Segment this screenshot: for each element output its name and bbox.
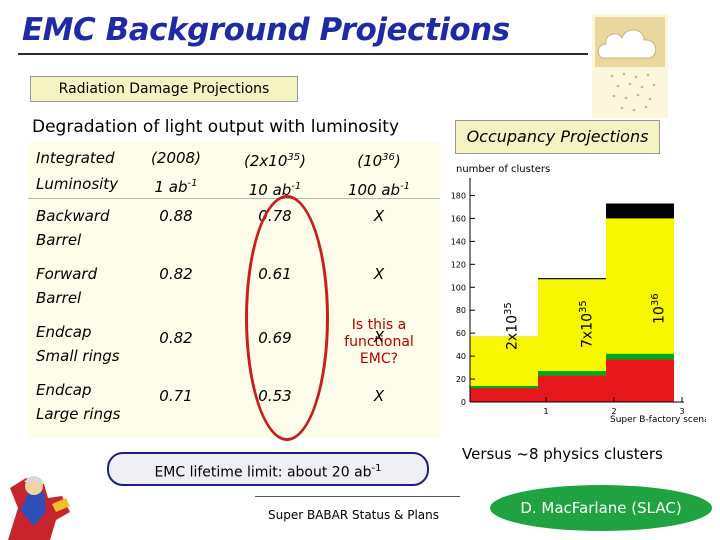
- radiation-damage-heading: Radiation Damage Projections: [30, 76, 298, 102]
- header-integrated-luminosity: Integrated Luminosity: [36, 149, 119, 193]
- header-1036: (1036) 100 ab-1: [347, 152, 411, 199]
- lifetime-limit-box: EMC lifetime limit: about 20 ab-1: [107, 452, 429, 486]
- degradation-heading: Degradation of light output with luminos…: [32, 117, 400, 137]
- bar-label-2x1035: 2x1035: [503, 302, 521, 350]
- row-backward-barrel-2008: 0.88: [159, 207, 193, 225]
- bar-series0-cat1: [538, 375, 606, 402]
- y-tick-label: 120: [451, 260, 466, 269]
- row-forward-barrel-2008: 0.82: [159, 265, 193, 283]
- chart-xlabel: Super B-factory scenario: [610, 415, 706, 425]
- bar-label-7x1035: 7x1035: [578, 300, 596, 348]
- row-endcap-large-2008: 0.71: [159, 387, 193, 405]
- x-tick-label: 2: [611, 407, 616, 416]
- versus-note: Versus ~8 physics clusters: [462, 445, 663, 463]
- y-tick-label: 60: [456, 329, 466, 338]
- x-tick-label: 1: [543, 407, 548, 416]
- row-backward-barrel-1036: X: [373, 207, 385, 225]
- bar-series0-cat2: [606, 359, 674, 402]
- chart-ylabel: number of clusters: [456, 164, 550, 175]
- y-tick-label: 80: [456, 306, 466, 315]
- title-divider: [18, 53, 588, 55]
- bar-label-1036: 1036: [650, 293, 668, 324]
- footer-text: Super BABAR Status & Plans: [268, 508, 440, 522]
- row-forward-barrel-1036: X: [373, 265, 385, 283]
- header-2008: (2008) 1 ab-1: [151, 149, 201, 196]
- row-backward-barrel-label: Backward Barrel: [36, 207, 110, 249]
- row-endcap-small-2008: 0.82: [159, 329, 193, 347]
- bar-series0-cat0: [470, 388, 538, 402]
- occupancy-chart: number of clusters 0 20 40 60 80 100 120 140 160…: [450, 156, 706, 436]
- page-title: EMC Background Projections: [22, 12, 510, 48]
- degradation-table: Integrated Luminosity (2008) 1 ab-1 (2x103…: [28, 142, 440, 438]
- cloud-logo-icon: [592, 14, 668, 118]
- y-tick-label: 160: [451, 214, 466, 223]
- highlight-oval: [245, 195, 329, 441]
- y-tick-label: 0: [461, 398, 466, 407]
- row-endcap-small-1036: X: [373, 328, 385, 346]
- row-endcap-large-1036: X: [373, 387, 385, 405]
- row-forward-barrel-label: Forward Barrel: [36, 265, 98, 307]
- y-tick-label: 140: [451, 237, 466, 246]
- author-badge: D. MacFarlane (SLAC): [490, 485, 712, 531]
- functional-emc-note: Is this a functional EMC?: [344, 317, 414, 367]
- header-2x1035: (2x1035) 10 ab-1: [244, 152, 306, 199]
- y-tick-label: 20: [456, 375, 466, 384]
- y-tick-label: 40: [456, 352, 466, 361]
- table-header-rule: [28, 198, 440, 199]
- occupancy-heading: Occupancy Projections: [455, 120, 660, 154]
- y-tick-label: 180: [451, 191, 466, 200]
- row-endcap-large-label: Endcap Large rings: [36, 381, 121, 423]
- footer-divider: [255, 496, 460, 497]
- mascot-icon: [8, 476, 70, 540]
- row-endcap-small-label: Endcap Small rings: [36, 323, 120, 365]
- y-tick-label: 100: [451, 283, 466, 292]
- x-tick-label: 3: [679, 407, 684, 416]
